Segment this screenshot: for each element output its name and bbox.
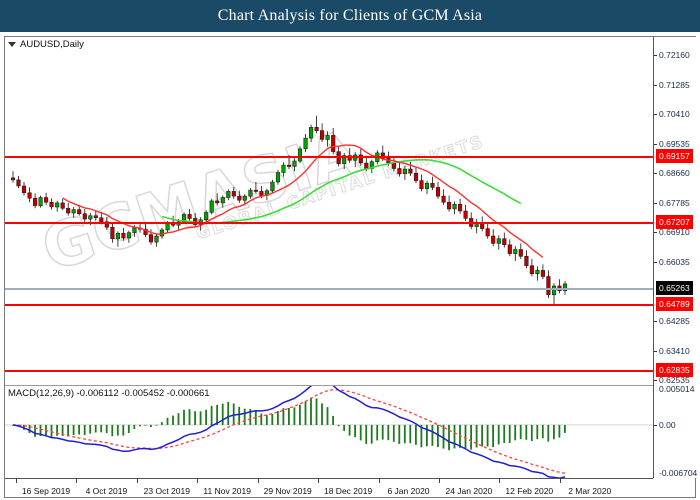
price-axis-badge-0.67207[interactable]: 0.67207	[656, 215, 693, 230]
date-axis-label: 23 Oct 2019	[143, 486, 190, 496]
price-axis-tick: 0.69535	[654, 139, 690, 149]
price-axis-tick: 0.63410	[654, 346, 690, 356]
chevron-down-icon	[8, 42, 16, 47]
date-axis-tick-mark	[16, 478, 17, 483]
date-axis-label: 18 Dec 2019	[323, 486, 373, 496]
macd-bottom-divider	[5, 478, 653, 479]
date-axis-label: 4 Oct 2019	[85, 486, 128, 496]
macd-indicator-label: MACD(12,26,9) -0.006112 -0.005452 -0.000…	[8, 388, 210, 399]
date-axis-tick-mark	[197, 478, 199, 483]
price-axis-tick: 0.67785	[654, 198, 690, 208]
date-axis-label: 12 Feb 2020	[505, 486, 554, 496]
date-axis-tick-mark	[499, 478, 501, 483]
date-axis-tick-mark	[559, 478, 561, 483]
date-axis-label: 24 Jan 2020	[445, 486, 493, 496]
price-axis-badge-0.62835[interactable]: 0.62835	[656, 362, 693, 377]
price-axis-tick: 0.70410	[654, 109, 690, 119]
price-chart-canvas	[10, 115, 568, 305]
date-axis-tick-mark	[438, 478, 440, 483]
date-axis-label: 6 Jan 2020	[387, 486, 430, 496]
page-title: Chart Analysis for Clients of GCM Asia	[217, 7, 483, 24]
window-title-bar: Chart Analysis for Clients of GCM Asia	[0, 0, 700, 32]
macd-pane	[5, 386, 653, 478]
date-axis-label: 16 Sep 2019	[21, 486, 71, 496]
macd-axis-tick: 0.00	[654, 420, 676, 430]
date-axis-tick-mark	[378, 478, 380, 483]
price-level-line-0.69157[interactable]	[5, 156, 653, 159]
price-axis-tick: 0.68660	[654, 168, 690, 178]
pane-divider	[5, 385, 653, 386]
date-axis: 16 Sep 2019 4 Oct 2019 23 Oct 2019 11 Nov 2…	[4, 478, 696, 498]
price-axis-tick: 0.62535	[654, 375, 690, 385]
price-level-line-0.65263[interactable]	[5, 287, 653, 290]
price-axis-badge-0.64789[interactable]: 0.64789	[656, 296, 693, 311]
price-axis-tick: 0.66910	[654, 227, 690, 237]
date-axis-tick-mark	[318, 478, 320, 483]
macd-axis-tick: 0.005014	[659, 384, 695, 394]
price-axis-badge-0.69157[interactable]: 0.69157	[656, 149, 693, 164]
price-pane: GCMASIA GLOBAL CAPITAL MARKETS	[5, 37, 653, 385]
date-axis-label: 29 Nov 2019	[263, 486, 312, 496]
macd-chart-canvas	[5, 386, 653, 478]
price-axis-tick: 0.71285	[654, 80, 690, 90]
macd-axis-tick: -0.006704	[659, 468, 698, 478]
price-axis-badge-0.65263[interactable]: 0.65263	[656, 280, 693, 295]
date-axis-tick-mark	[257, 478, 259, 483]
price-axis-tick: 0.64285	[654, 316, 690, 326]
date-axis-tick-mark	[136, 478, 138, 483]
date-axis-label: 2 Mar 2020	[568, 486, 612, 496]
price-axis-tick: 0.66035	[654, 257, 690, 267]
price-level-line-0.64789[interactable]	[5, 303, 653, 306]
price-level-line-0.62835[interactable]	[5, 369, 653, 372]
symbol-label[interactable]: AUDUSD,Daily	[8, 39, 84, 50]
price-axis[interactable]: 0.72160 0.71285 0.70410 0.69535 0.68660 0.677…	[653, 37, 698, 478]
price-level-line-0.67207[interactable]	[5, 222, 653, 225]
price-axis-tick: 0.72160	[654, 50, 690, 60]
date-axis-label: 11 Nov 2019	[203, 486, 251, 496]
date-axis-tick-mark	[76, 478, 78, 483]
symbol-label-text: AUDUSD,Daily	[20, 39, 84, 50]
